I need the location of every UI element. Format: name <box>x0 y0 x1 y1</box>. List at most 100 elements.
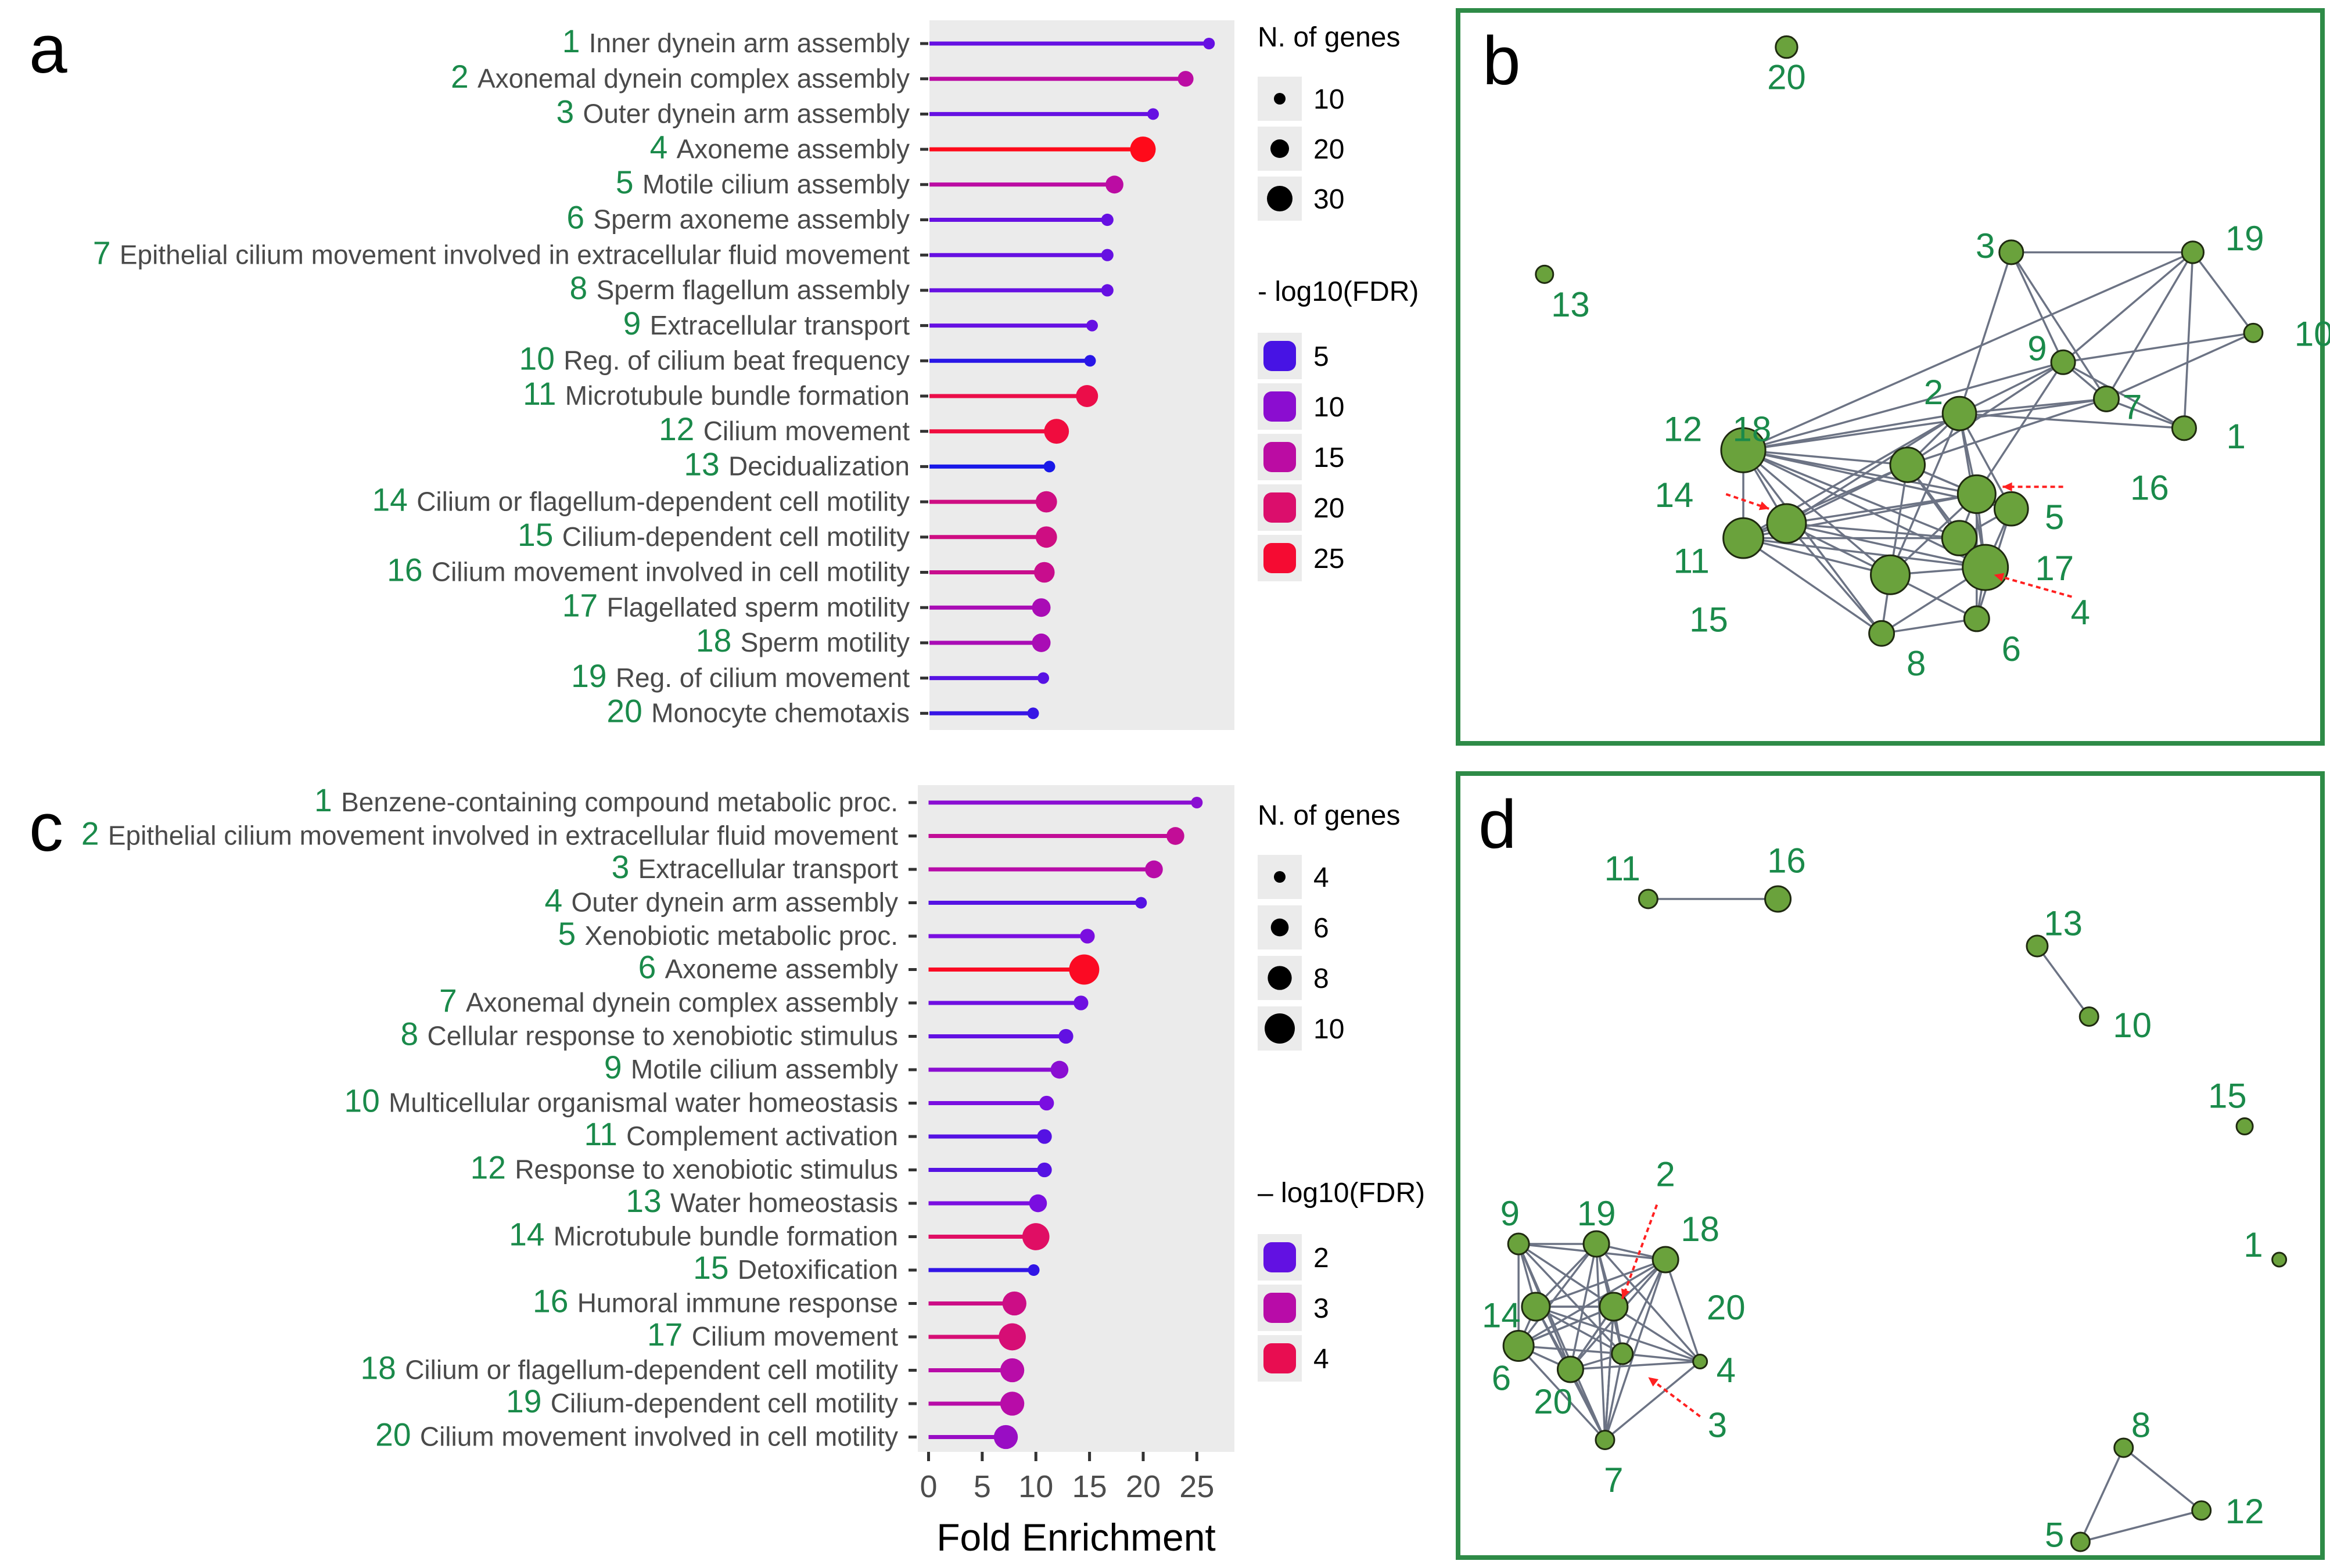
network-node <box>1941 520 1978 556</box>
term-number: 8 <box>400 1016 427 1052</box>
term-text: Cilium movement <box>692 1321 899 1351</box>
network-edge <box>1907 398 2107 466</box>
node-label: 8 <box>1907 644 1926 683</box>
term-text: Inner dynein arm assembly <box>589 28 910 58</box>
term-text: Response to xenobiotic stimulus <box>515 1155 898 1185</box>
chart-panel-c: 1 Benzene-containing compound metabolic … <box>81 782 1425 1559</box>
network-edge <box>1742 449 1883 634</box>
term-number: 17 <box>647 1317 692 1353</box>
network-edge <box>1881 617 1977 635</box>
node-label: 2 <box>1656 1155 1675 1194</box>
lollipop-dot <box>1080 929 1095 944</box>
lollipop-dot <box>1147 108 1159 120</box>
term-label: 1 Benzene-containing compound metabolic … <box>314 782 898 818</box>
network-node <box>2026 934 2049 958</box>
network-node <box>1775 35 1798 59</box>
size-legend-label: 8 <box>1313 963 1329 994</box>
term-text: Cilium movement involved in cell motilit… <box>432 557 910 587</box>
size-legend-label: 6 <box>1313 913 1329 944</box>
network-node <box>1582 1230 1610 1258</box>
size-legend-dot <box>1274 871 1286 883</box>
term-text: Extracellular transport <box>650 310 910 340</box>
x-tick-label: 0 <box>920 1469 937 1504</box>
lollipop-dot <box>1130 136 1156 163</box>
term-label: 15 Detoxification <box>693 1250 898 1286</box>
network-edge <box>1958 413 2012 509</box>
lollipop-dot <box>1032 598 1051 617</box>
network-edge <box>2183 252 2194 429</box>
network-edge <box>2106 398 2185 429</box>
network-edge <box>1517 1345 1606 1441</box>
network-edge <box>1517 1243 1606 1441</box>
lollipop-dot <box>1101 213 1114 226</box>
term-number: 12 <box>471 1150 515 1186</box>
node-label: 8 <box>2131 1406 2151 1445</box>
network-node <box>1595 1430 1615 1450</box>
lollipop-dot <box>1029 1194 1047 1213</box>
network-edge <box>1786 522 1986 569</box>
term-label: 4 Axoneme assembly <box>650 129 910 165</box>
color-legend-label: 3 <box>1313 1293 1329 1324</box>
pointer-arrow-line <box>1994 573 2073 598</box>
term-text: Axoneme assembly <box>677 134 910 164</box>
term-label: 12 Cilium movement <box>659 411 910 447</box>
term-text: Cilium-dependent cell motility <box>551 1388 898 1418</box>
term-text: Multicellular organismal water homeostas… <box>389 1088 898 1118</box>
pointer-arrow-head <box>2002 482 2012 492</box>
term-label: 2 Epithelial cilium movement involved in… <box>81 816 898 852</box>
term-text: Cilium movement <box>703 416 910 446</box>
network-node <box>1599 1292 1629 1322</box>
node-label: 17 <box>2035 549 2074 588</box>
term-label: 6 Sperm axoneme assembly <box>566 200 910 236</box>
node-label: 6 <box>2002 630 2021 668</box>
term-text: Sperm motility <box>741 627 910 657</box>
term-number: 5 <box>558 916 584 952</box>
network-node <box>1692 1354 1708 1369</box>
network-edge <box>2062 361 2185 429</box>
term-text: Cilium-dependent cell motility <box>562 522 910 552</box>
lollipop-dot <box>1101 249 1114 261</box>
color-legend-label: 10 <box>1313 392 1344 423</box>
term-text: Benzene-containing compound metabolic pr… <box>341 787 898 817</box>
color-legend-title: - log10(FDR) <box>1258 276 1419 307</box>
term-label: 20 Cilium movement involved in cell moti… <box>375 1417 898 1453</box>
term-label: 15 Cilium-dependent cell motility <box>518 517 910 553</box>
lollipop-dot <box>1203 38 1215 49</box>
network-edge <box>2010 251 2065 363</box>
node-label: 13 <box>2044 904 2083 943</box>
node-label: 16 <box>1767 841 1806 880</box>
lollipop-dot <box>1000 1391 1025 1416</box>
node-label: 10 <box>2295 314 2330 353</box>
term-label: 16 Cilium movement involved in cell moti… <box>387 552 910 588</box>
term-text: Complement activation <box>626 1121 898 1151</box>
node-label: 14 <box>1482 1296 1521 1335</box>
lollipop-dot <box>1035 491 1057 513</box>
term-number: 11 <box>523 376 565 412</box>
node-label: 4 <box>2071 593 2090 632</box>
size-legend-title: N. of genes <box>1258 800 1400 831</box>
term-text: Axonemal dynein complex assembly <box>466 987 898 1017</box>
network-node <box>1998 239 2024 265</box>
network-node <box>1993 491 2029 527</box>
node-label: 15 <box>2208 1077 2247 1116</box>
color-legend-label: 5 <box>1313 341 1329 372</box>
color-legend-swatch <box>1263 543 1296 573</box>
term-text: Microtubule bundle formation <box>565 380 910 411</box>
lollipop-dot <box>999 1323 1026 1351</box>
lollipop-dot <box>1177 71 1194 87</box>
lollipop-dot <box>1043 461 1055 473</box>
node-label: 18 <box>1681 1210 1719 1249</box>
x-tick-label: 10 <box>1018 1469 1053 1504</box>
network-node <box>1720 427 1767 473</box>
x-axis-title: Fold Enrichment <box>936 1516 1216 1559</box>
network-edge <box>1743 449 1960 540</box>
term-number: 18 <box>696 623 741 659</box>
network-node <box>1611 1342 1634 1365</box>
term-number: 11 <box>584 1116 626 1152</box>
network-node <box>1870 554 1911 595</box>
size-legend-label: 4 <box>1313 862 1329 893</box>
lollipop-dot <box>1191 797 1203 808</box>
network-edge <box>2063 332 2254 364</box>
term-text: Sperm axoneme assembly <box>593 204 910 235</box>
